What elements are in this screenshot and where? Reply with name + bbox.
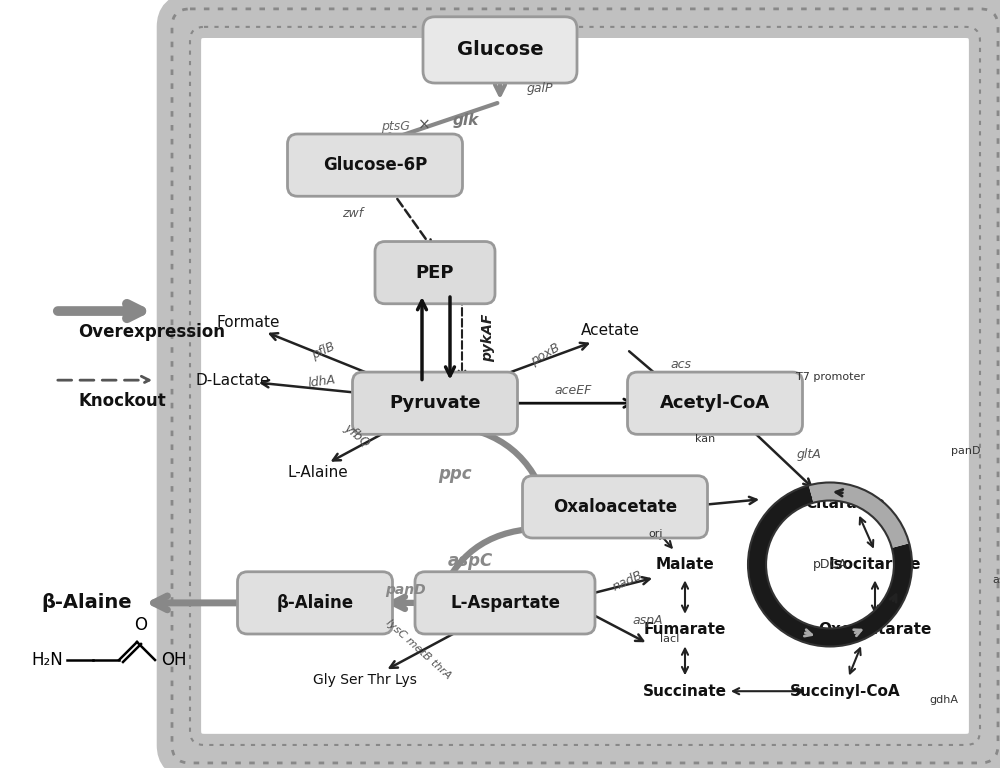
Text: PEP: PEP bbox=[416, 263, 454, 282]
Text: aspC: aspC bbox=[447, 551, 493, 570]
Text: ori: ori bbox=[648, 528, 663, 538]
Text: ldhA: ldhA bbox=[307, 373, 337, 390]
Text: ×: × bbox=[418, 118, 431, 133]
Text: L-Aspartate: L-Aspartate bbox=[450, 594, 560, 612]
Text: β-Alaine: β-Alaine bbox=[42, 594, 132, 612]
FancyBboxPatch shape bbox=[375, 241, 495, 304]
FancyBboxPatch shape bbox=[288, 134, 462, 197]
Text: Acetyl-CoA: Acetyl-CoA bbox=[660, 394, 770, 412]
Text: glk: glk bbox=[453, 113, 479, 128]
Text: gltA: gltA bbox=[797, 449, 822, 461]
Text: D-Lactate: D-Lactate bbox=[196, 372, 270, 388]
FancyBboxPatch shape bbox=[423, 17, 577, 83]
Text: H₂N: H₂N bbox=[31, 651, 63, 669]
Text: Knockout: Knockout bbox=[78, 392, 166, 410]
Text: ppc: ppc bbox=[438, 465, 472, 483]
FancyBboxPatch shape bbox=[628, 372, 802, 435]
Text: T7 promoter: T7 promoter bbox=[796, 372, 864, 382]
Text: O: O bbox=[134, 616, 148, 634]
Text: Succinyl-CoA: Succinyl-CoA bbox=[790, 684, 900, 699]
Wedge shape bbox=[748, 485, 912, 647]
Text: lacI: lacI bbox=[660, 634, 679, 644]
Text: Citaratae: Citaratae bbox=[805, 495, 885, 511]
Text: OH: OH bbox=[161, 651, 186, 669]
Text: aspA: aspA bbox=[632, 614, 662, 627]
Text: poxB: poxB bbox=[528, 341, 562, 369]
Text: L-Alaine: L-Alaine bbox=[288, 465, 348, 480]
Text: Fumarate: Fumarate bbox=[644, 622, 726, 637]
Text: gdhA: gdhA bbox=[929, 695, 958, 705]
Text: panD: panD bbox=[951, 445, 980, 455]
Text: β-Alaine: β-Alaine bbox=[276, 594, 354, 612]
Text: pykAF: pykAF bbox=[481, 314, 495, 362]
Text: Oxoglutarate: Oxoglutarate bbox=[818, 622, 932, 637]
FancyBboxPatch shape bbox=[415, 571, 595, 634]
Text: Succinate: Succinate bbox=[643, 684, 727, 699]
Text: Glucose-6P: Glucose-6P bbox=[323, 156, 427, 174]
Text: Glucose: Glucose bbox=[457, 41, 543, 59]
Text: nadB: nadB bbox=[611, 569, 645, 594]
Text: aceEF: aceEF bbox=[554, 384, 592, 396]
Text: acs: acs bbox=[670, 359, 691, 371]
Text: Overexpression: Overexpression bbox=[78, 323, 225, 341]
Text: zwf: zwf bbox=[342, 207, 363, 220]
Text: galP: galP bbox=[527, 82, 554, 94]
Text: Gly Ser Thr Lys: Gly Ser Thr Lys bbox=[313, 673, 417, 687]
Text: aspC: aspC bbox=[993, 575, 1000, 585]
Text: lysC metB thrA: lysC metB thrA bbox=[384, 617, 452, 680]
Text: pDCA: pDCA bbox=[813, 558, 847, 571]
Text: kan: kan bbox=[695, 435, 715, 445]
FancyBboxPatch shape bbox=[522, 475, 708, 538]
FancyBboxPatch shape bbox=[238, 571, 392, 634]
Text: ptsG: ptsG bbox=[381, 121, 410, 133]
Text: yfbQ: yfbQ bbox=[342, 421, 372, 450]
Text: Malate: Malate bbox=[656, 557, 714, 572]
Text: Acetate: Acetate bbox=[580, 323, 640, 338]
Text: Formate: Formate bbox=[216, 315, 280, 330]
Text: Oxaloacetate: Oxaloacetate bbox=[553, 498, 677, 516]
Wedge shape bbox=[809, 482, 909, 548]
Text: Pyruvate: Pyruvate bbox=[389, 394, 481, 412]
Text: Isocitarate: Isocitarate bbox=[829, 557, 921, 572]
FancyBboxPatch shape bbox=[352, 372, 518, 435]
Text: panD: panD bbox=[385, 583, 425, 597]
Text: pflB: pflB bbox=[309, 340, 337, 362]
FancyBboxPatch shape bbox=[190, 27, 980, 745]
